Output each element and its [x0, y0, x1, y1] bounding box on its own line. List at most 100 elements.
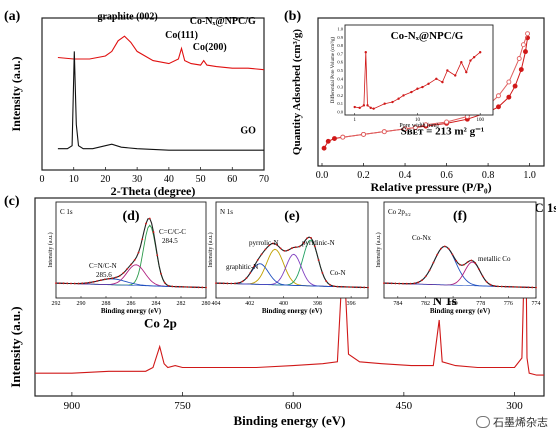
panel-b-xtick-label: 0.4	[399, 170, 412, 181]
panel-b-series-desorption	[342, 33, 528, 138]
panel-b-inset-ytick-label: 0.9	[337, 35, 343, 40]
panel-e-data-point	[237, 281, 240, 284]
panel-a-xtick-label: 70	[259, 174, 269, 185]
panel-d-data-point	[160, 272, 162, 275]
panel-d-xtick-label: 292	[52, 301, 61, 307]
panel-d-data-point	[205, 286, 207, 289]
panel-e-peak-label: Co-N	[330, 269, 346, 277]
panel-f-xtick-label: 774	[532, 301, 541, 307]
panel-c-peak-label: C 1s	[534, 200, 556, 215]
panel-e-data-point	[325, 280, 328, 282]
panel-b-inset-point	[372, 107, 375, 110]
panel-b-inset-point	[383, 102, 386, 105]
panel-d-xtick-label: 286	[127, 301, 136, 307]
panel-b-inset-point	[402, 94, 405, 97]
panel-b-point	[381, 129, 387, 135]
panel-f-data-point	[398, 282, 401, 285]
panel-e-data-point	[310, 237, 312, 239]
panel-e-xtick-label: 400	[279, 301, 288, 307]
panel-b-point	[525, 31, 530, 37]
panel-b-inset-point	[369, 106, 372, 110]
panel-a-annotation: Co(200)	[193, 42, 227, 53]
panel-f-data-point	[428, 269, 431, 272]
panel-e-data-point	[348, 286, 350, 288]
panel-b-inset-point	[397, 97, 400, 100]
panel-d-data-point	[107, 277, 110, 280]
panel-b-point	[321, 145, 327, 151]
panel-f-data-point	[443, 245, 446, 248]
panel-e-data-point	[363, 286, 366, 289]
panel-d-data-point	[178, 285, 181, 288]
panel-b-inset-point	[435, 77, 438, 81]
panel-a-xtick-label: 10	[69, 174, 79, 185]
panel-e-data-point	[260, 253, 263, 256]
panel-f-xtick-label: 782	[421, 301, 430, 307]
panel-d-xtick-label: 284	[152, 301, 161, 307]
panel-d-data-point	[126, 267, 129, 270]
panel-d-data-point	[92, 280, 95, 283]
panel-b-inset-ytick-label: 0.0	[337, 110, 343, 115]
panel-b-axes	[317, 17, 545, 167]
panel-e-data-point	[249, 272, 252, 274]
panel-b-xtick-label: 0.8	[482, 170, 495, 181]
panel-e-data-point	[317, 259, 320, 261]
watermark-text: 石墨烯杂志	[493, 416, 548, 429]
panel-d-data-point	[152, 231, 155, 233]
panel-b-inset-ytick-label: 1.0	[337, 27, 343, 32]
panel-e-data-point	[245, 277, 248, 280]
panel-c-xtick-label: 600	[285, 400, 302, 412]
panel-e-xlabel: Binding energy (eV)	[262, 307, 323, 315]
panel-d-data-point	[70, 282, 72, 285]
panel-e-data-point	[298, 245, 301, 248]
panel-b-inset-ytick-label: 0.2	[337, 93, 343, 98]
panel-d-xtick-label: 280	[202, 301, 211, 307]
panel-f-data-point	[497, 285, 499, 288]
panel-d-peak-sub: 285.6	[96, 271, 112, 279]
panel-f-xlabel: Binding energy (eV)	[430, 307, 491, 315]
panel-f-label: (f)	[453, 209, 467, 224]
panel-f-data-point	[535, 286, 537, 289]
panel-e-data-point	[253, 265, 255, 268]
panel-b-point	[496, 104, 501, 110]
panel-b-point	[516, 56, 522, 61]
panel-b-point	[444, 119, 450, 125]
panel-b-point	[518, 67, 524, 72]
panel-b-inset-ytick-label: 0.1	[337, 101, 343, 106]
panel-f-data-point	[417, 281, 420, 284]
panel-f-data-point	[386, 282, 389, 285]
panel-b-xtick-label: 0.6	[440, 170, 453, 181]
panel-c-ylabel: Intensity (a.u.)	[8, 306, 23, 387]
panel-e-ylabel: Intensity (a.u.)	[207, 232, 214, 267]
panel-d-data-point	[122, 271, 125, 274]
panel-b-inset-point	[362, 104, 366, 107]
panel-b-inset-point	[454, 74, 457, 77]
panel-f-xtick-label: 778	[476, 301, 485, 307]
panel-f-peak-label: Co-Nx	[412, 234, 432, 242]
panel-b-inset-point	[441, 80, 444, 84]
panel-f-data-point	[531, 286, 534, 289]
panel-d-xtick-label: 288	[102, 301, 111, 307]
panel-a-axes	[41, 17, 265, 171]
panel-c-xtick-label: 900	[64, 400, 81, 412]
panel-e-data-point	[344, 285, 347, 288]
panel-f-data-point	[481, 275, 484, 278]
panel-f-axes	[383, 201, 537, 299]
panel-e-data-point	[359, 286, 362, 289]
panel-d-peak-label: C=C/C-C	[159, 228, 186, 236]
panel-b-inset-series	[354, 51, 481, 110]
panel-a-label: (a)	[4, 9, 21, 24]
panel-d-data-point	[62, 282, 65, 285]
panel-d-data-point	[58, 282, 61, 285]
panel-d-data-point	[118, 274, 121, 277]
panel-e-data-point	[351, 286, 354, 289]
panel-f-data-point	[405, 282, 408, 285]
watermark: 石墨烯杂志	[476, 414, 548, 430]
panel-b-inset-point	[472, 56, 476, 59]
panel-e-data-point	[264, 248, 267, 251]
panel-e-data-point	[279, 247, 282, 250]
panel-f-data-point	[390, 282, 393, 285]
panel-b-ylabel: Quantity Adsorbed (cm³/g)	[291, 29, 303, 155]
panel-e-data-point	[215, 282, 217, 285]
panel-b-inset-ytick-label: 0.7	[337, 51, 343, 56]
panel-b-point	[520, 42, 526, 48]
